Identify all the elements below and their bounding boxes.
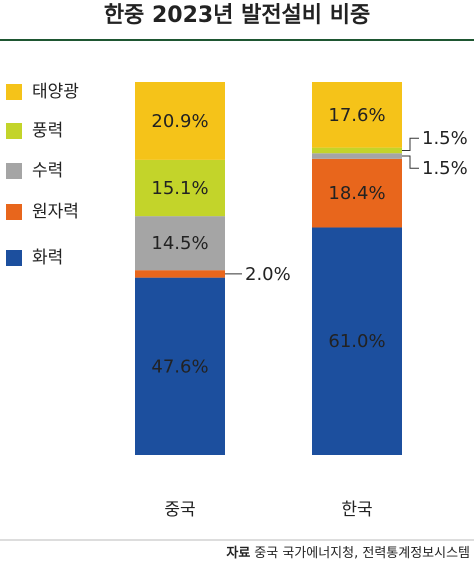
value-label: 61.0%	[328, 331, 385, 352]
chart-title: 한중 2023년 발전설비 비중	[104, 3, 370, 28]
legend-swatch	[6, 123, 22, 139]
value-label: 14.5%	[151, 233, 208, 254]
source-text: 중국 국가에너지청, 전력통계정보시스템	[254, 546, 470, 561]
value-label: 1.5%	[422, 128, 468, 149]
legend-label: 풍력	[32, 121, 63, 141]
bar-segment	[312, 227, 402, 455]
bar-segment	[135, 277, 225, 455]
legend-swatch	[6, 250, 22, 266]
x-tick-label: 한국	[341, 500, 372, 520]
bar-segment	[312, 147, 402, 154]
leader-line	[402, 155, 419, 169]
legend-label: 화력	[32, 248, 63, 268]
source: 자료 중국 국가에너지청, 전력통계정보시스템	[226, 546, 470, 561]
legend-swatch	[6, 163, 22, 179]
legend-label: 태양광	[32, 82, 79, 102]
bar-segment	[135, 82, 225, 160]
legend-label: 원자력	[32, 202, 79, 222]
value-label: 1.5%	[422, 158, 468, 179]
bar-segment	[135, 216, 225, 271]
bar-segment	[312, 158, 402, 228]
bar-segment	[312, 82, 402, 148]
value-label: 20.9%	[151, 111, 208, 132]
legend-label: 수력	[32, 161, 63, 181]
value-label: 18.4%	[328, 183, 385, 204]
leader-line	[402, 137, 419, 151]
value-label: 17.6%	[328, 105, 385, 126]
source-label: 자료	[226, 546, 250, 561]
value-label: 2.0%	[245, 264, 291, 285]
legend-swatch	[6, 204, 22, 220]
value-label: 15.1%	[151, 178, 208, 199]
bar-segment	[312, 153, 402, 159]
bar-segment	[135, 270, 225, 278]
legend-swatch	[6, 84, 22, 100]
bar-segment	[135, 159, 225, 217]
value-label: 47.6%	[151, 356, 208, 377]
x-tick-label: 중국	[164, 500, 195, 520]
